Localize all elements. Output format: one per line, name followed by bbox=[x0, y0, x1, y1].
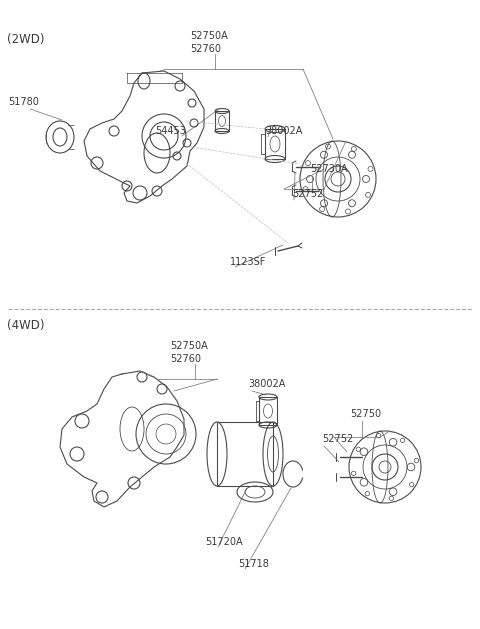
Text: (4WD): (4WD) bbox=[7, 319, 45, 332]
Text: 52750: 52750 bbox=[350, 409, 381, 419]
Text: 52760: 52760 bbox=[190, 44, 221, 54]
Text: 52750A: 52750A bbox=[170, 341, 208, 351]
Text: 38002A: 38002A bbox=[265, 126, 302, 136]
Text: 52750A: 52750A bbox=[190, 31, 228, 41]
Text: 52760: 52760 bbox=[170, 354, 201, 364]
Text: 1123SF: 1123SF bbox=[230, 257, 266, 267]
Text: (2WD): (2WD) bbox=[7, 33, 45, 46]
Text: 51718: 51718 bbox=[238, 559, 269, 569]
Text: 51720A: 51720A bbox=[205, 537, 242, 547]
Text: 52730A: 52730A bbox=[310, 164, 348, 174]
Text: 52752: 52752 bbox=[322, 434, 353, 444]
Text: 54453: 54453 bbox=[155, 126, 186, 136]
Text: 52752: 52752 bbox=[292, 189, 323, 199]
Text: 38002A: 38002A bbox=[248, 379, 286, 389]
Text: 51780: 51780 bbox=[8, 97, 39, 107]
